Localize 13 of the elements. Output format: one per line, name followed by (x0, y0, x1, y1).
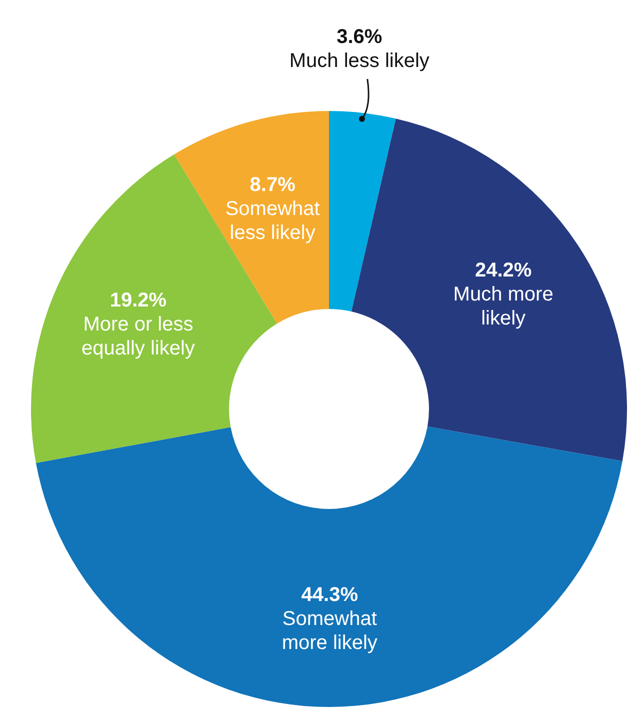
slice-label: Much more likely (453, 284, 554, 330)
data-label: 19.2% (110, 290, 167, 312)
slice-label: Somewhat less likely (225, 198, 320, 244)
slice-label: Somewhat more likely (282, 608, 378, 654)
data-label: 3.6% (336, 26, 382, 48)
data-label: 44.3% (301, 584, 358, 606)
donut-slice (36, 426, 622, 707)
donut-slice (351, 118, 627, 462)
data-label: 24.2% (474, 260, 532, 282)
slice-label: More or less equally likely (82, 314, 195, 360)
data-label: 8.7% (250, 174, 296, 196)
donut-slice (329, 111, 396, 312)
slice-label: Much less likely (289, 50, 430, 72)
